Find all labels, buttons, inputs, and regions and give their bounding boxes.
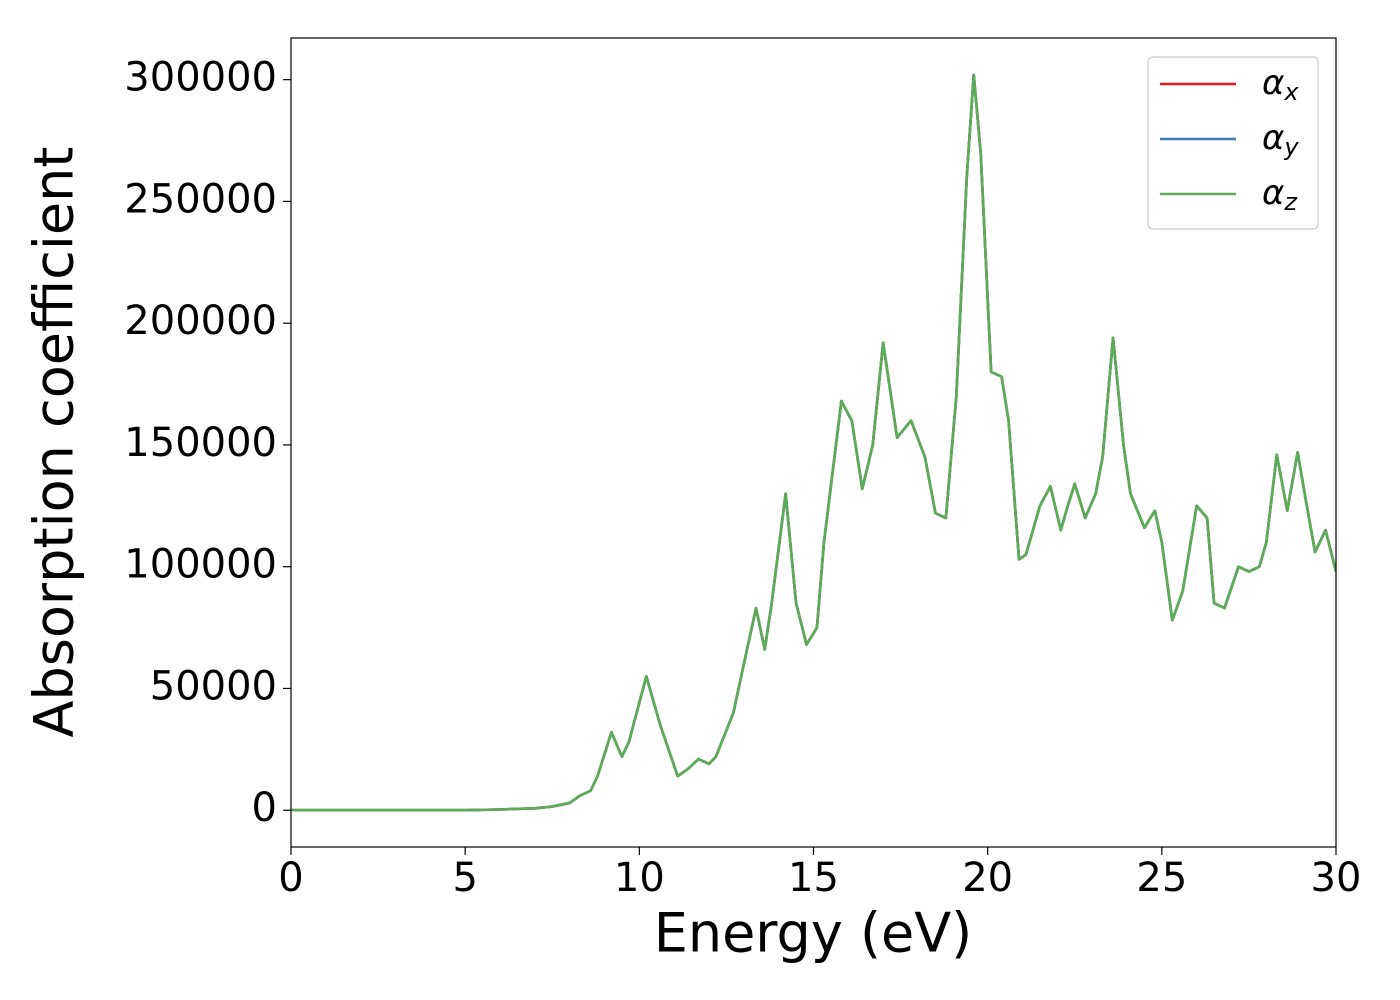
y-tick-label: 50000: [150, 663, 277, 709]
plot-frame: [290, 37, 1337, 848]
x-axis-label: Energy (eV): [654, 902, 973, 965]
legend-box: [1147, 56, 1319, 230]
y-tick-label: 250000: [124, 176, 277, 222]
x-tick-label: 20: [962, 855, 1013, 901]
y-tick-label: 100000: [124, 542, 277, 588]
x-tick-label: 0: [278, 855, 303, 901]
legend-label: αy: [1262, 118, 1299, 162]
x-tick-label: 25: [1136, 855, 1187, 901]
x-tick-label: 5: [452, 855, 477, 901]
data-line: [291, 73, 1336, 812]
legend-label: αx: [1262, 63, 1299, 107]
legend-label: αz: [1262, 173, 1298, 217]
y-tick-label: 300000: [124, 55, 277, 101]
y-tick-label: 0: [252, 785, 277, 831]
x-tick-label: 15: [788, 855, 839, 901]
x-tick-label: 30: [1311, 855, 1362, 901]
y-axis-label: Absorption coefficient: [23, 147, 86, 738]
y-tick-label: 150000: [124, 420, 277, 466]
x-tick-label: 10: [614, 855, 665, 901]
y-tick-label: 200000: [124, 298, 277, 344]
